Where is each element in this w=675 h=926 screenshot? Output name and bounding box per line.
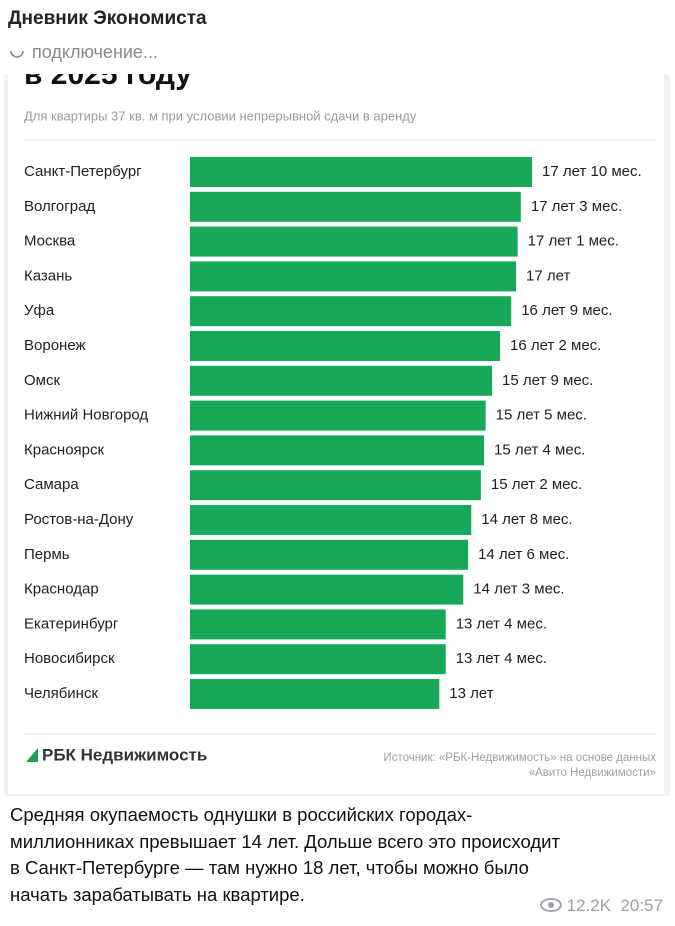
category-label: Воронеж — [24, 337, 86, 354]
value-label: 15 лет 5 мес. — [496, 407, 587, 424]
category-label: Омск — [24, 372, 60, 389]
category-label: Краснодар — [24, 581, 99, 598]
bar — [190, 400, 486, 431]
message-line: миллионниках превышает 14 лет. Дольше вс… — [10, 830, 560, 852]
bar — [190, 679, 440, 709]
category-label: Нижний Новгород — [24, 407, 148, 424]
value-label: 15 лет 9 мес. — [502, 372, 593, 389]
value-label: 17 лет 1 мес. — [528, 233, 619, 250]
time: 20:57 — [620, 896, 663, 915]
bar — [190, 470, 481, 501]
value-label: 13 лет — [449, 685, 493, 702]
message-meta: 12.2K 20:57 — [539, 896, 663, 916]
bar — [190, 365, 493, 396]
value-label: 17 лет 10 мес. — [542, 163, 642, 180]
chart-title: в 2025 году — [24, 74, 192, 91]
category-label: Пермь — [24, 546, 70, 563]
category-label: Волгоград — [24, 198, 95, 215]
value-label: 15 лет 4 мес. — [494, 441, 585, 458]
value-label: 13 лет 4 мес. — [456, 650, 547, 667]
message-line: Средняя окупаемость однушки в российских… — [10, 804, 473, 825]
channel-title[interactable]: Дневник Экономиста — [8, 8, 207, 29]
chart-subtitle: Для квартиры 37 кв. м при условии непрер… — [24, 108, 417, 123]
category-label: Екатеринбург — [24, 615, 119, 632]
value-label: 14 лет 8 мес. — [481, 511, 572, 528]
value-label: 13 лет 4 мес. — [456, 615, 547, 632]
message-line: в Санкт-Петербурге — там нужно 18 лет, ч… — [10, 857, 529, 878]
category-label: Санкт-Петербург — [24, 163, 142, 180]
source: «Авито Недвижимости» — [529, 767, 656, 779]
message-text: Средняя окупаемость однушки в российских… — [10, 802, 560, 908]
message-line: начать зарабатывать на квартире. — [10, 883, 305, 905]
category-label: Казань — [24, 267, 72, 284]
category-label: Москва — [24, 233, 76, 250]
bar — [190, 539, 469, 570]
views-icon — [539, 898, 562, 912]
bar — [190, 644, 446, 675]
views: 12.2K — [566, 896, 611, 915]
bar — [190, 435, 485, 466]
value-label: 17 лет 3 мес. — [531, 198, 622, 215]
bar — [190, 296, 512, 327]
value-label: 17 лет — [526, 267, 570, 284]
status: подключение... — [32, 42, 158, 62]
value-label: 16 лет 2 мес. — [510, 337, 601, 354]
category-label: Уфа — [24, 302, 55, 319]
value-label: 15 лет 2 мес. — [491, 476, 582, 493]
bar — [190, 609, 446, 640]
bar — [190, 331, 501, 361]
bar — [190, 505, 472, 535]
category-label: Новосибирск — [24, 650, 115, 667]
bar — [190, 157, 532, 187]
category-label: Красноярск — [24, 441, 105, 458]
bar — [190, 191, 521, 222]
bar — [190, 574, 464, 605]
value-label: 16 лет 9 мес. — [521, 302, 612, 319]
brand: РБК Недвижимость — [42, 745, 207, 764]
value-label: 14 лет 3 мес. — [473, 581, 564, 598]
category-label: Самара — [24, 476, 79, 493]
bar — [190, 226, 518, 257]
brand-icon — [26, 748, 38, 762]
value-label: 14 лет 6 мес. — [478, 546, 569, 563]
status-spinner — [10, 50, 24, 58]
category-label: Ростов-на-Дону — [24, 511, 134, 528]
chart: в 2025 году Для квартиры 37 кв. м при ус… — [8, 74, 664, 794]
source: Источник: «РБК-Недвижимость» на основе д… — [383, 752, 656, 764]
category-label: Челябинск — [24, 685, 98, 702]
bar — [190, 261, 517, 292]
